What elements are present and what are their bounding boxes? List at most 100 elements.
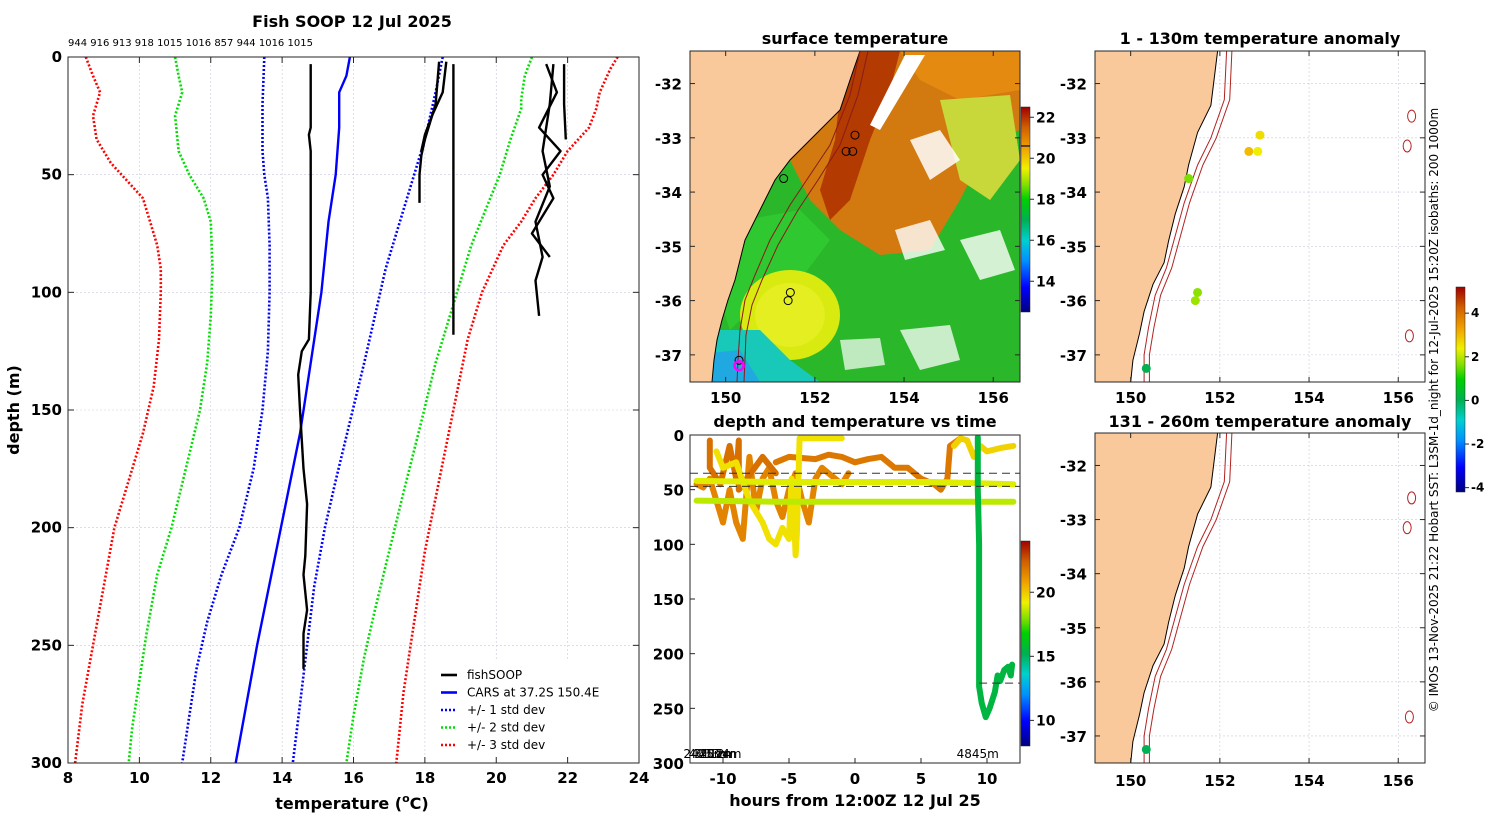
station-marker: [783, 296, 793, 306]
colorbar-tick-label: 18: [1036, 192, 1055, 208]
anomaly-shallow-map: [1095, 51, 1425, 382]
profile-title: Fish SOOP 12 Jul 2025: [252, 12, 452, 31]
x-tick-label: 18: [414, 769, 435, 787]
x-tick-label: 152: [799, 389, 830, 407]
y-tick-label: -37: [655, 347, 682, 365]
legend-label: +/- 2 std dev: [467, 721, 545, 735]
x-tick-label: 0: [850, 770, 860, 788]
y-tick-label: 150: [31, 401, 62, 419]
anomaly-point: [1141, 744, 1151, 754]
anomaly-point: [1255, 130, 1265, 140]
x-tick-label: 154: [888, 389, 919, 407]
profile-legend: fishSOOP CARS at 37.2S 150.4E +/- 1 std de…: [433, 660, 631, 756]
series-line--1-std: [180, 57, 271, 763]
y-tick-label: -34: [1060, 566, 1087, 584]
sst-colorbar: [1020, 106, 1031, 313]
anomaly-deep-ticks: -32 -33 -34 -35 -36 -37 150 152 154 156: [1060, 433, 1425, 790]
y-tick-label: 100: [31, 283, 62, 301]
credit-text: © IMOS 13-Nov-2025 21:22 Hobart SST: L3S…: [1427, 108, 1441, 712]
x-tick-label: 5: [916, 770, 926, 788]
y-tick-label: 0: [52, 48, 62, 66]
track-line: [974, 435, 1016, 721]
y-tick-label: -36: [1060, 293, 1087, 311]
y-tick-label: 200: [653, 646, 684, 664]
y-tick-label: -33: [1060, 512, 1087, 530]
x-tick-label: 156: [978, 389, 1009, 407]
anomaly-shallow-title: 1 - 130m temperature anomaly: [1120, 29, 1401, 48]
track-line: [713, 435, 845, 559]
y-tick-label: -33: [655, 130, 682, 148]
track-line: [693, 497, 1017, 505]
colorbar-tick-label: 20: [1036, 151, 1056, 167]
isobath-line: [1143, 51, 1228, 382]
anomaly-point: [1184, 174, 1194, 184]
depth-time-colorbar-ticks: 10 15 20: [1030, 585, 1056, 729]
y-tick-label: -35: [1060, 620, 1087, 638]
colorbar-tick-label: 20: [1036, 585, 1056, 601]
sst-stations: [733, 130, 860, 372]
depth-time-panel: depth and temperature vs time -10 -5 0 5 100…: [653, 412, 1056, 810]
colorbar-tick-label: 4: [1471, 306, 1479, 320]
anomaly-deep-axes-box: [1094, 432, 1426, 764]
anomaly-deep-panel: 131 - 260m temperature anomaly -32 -33 -34…: [1060, 412, 1426, 790]
y-tick-label: 250: [31, 636, 62, 654]
y-tick-label: -34: [1060, 184, 1087, 202]
bottom-depth-label: 4845m: [957, 747, 999, 761]
anomaly-shallow-ticks: 150 152 154 156 -32 -33 -34 -35 -36 -37: [1060, 51, 1425, 407]
series-line-fishsoop-e: [534, 63, 555, 317]
legend-label: +/- 3 std dev: [467, 738, 545, 752]
y-tick-label: -37: [1060, 347, 1087, 365]
colorbar-tick-label: 22: [1036, 110, 1055, 126]
track-line: [951, 435, 1017, 460]
series-line-fishsoop-a: [297, 64, 312, 669]
isobath-line: [1143, 433, 1228, 763]
x-tick-label: -10: [709, 770, 736, 788]
profile-ylabel: depth (m): [4, 365, 23, 455]
sst-map-field: [690, 51, 1020, 382]
y-tick-label: 300: [31, 754, 62, 772]
x-tick-label: 156: [1383, 389, 1414, 407]
legend-label: CARS at 37.2S 150.4E: [467, 686, 599, 700]
x-tick-label: 150: [710, 389, 741, 407]
depth-time-ticks: -10 -5 0 5 100501001502002503002445m4033m311…: [653, 427, 999, 788]
station-marker: [850, 130, 860, 140]
anomaly-shallow-panel: 1 - 130m temperature anomaly 150 152 154 15…: [1060, 29, 1426, 407]
seamount-contour: [1404, 710, 1414, 724]
y-tick-label: 50: [41, 166, 62, 184]
legend-label: fishSOOP: [467, 668, 522, 682]
x-tick-label: -5: [781, 770, 798, 788]
anomaly-point: [1193, 287, 1203, 297]
track-line: [693, 477, 1017, 488]
station-marker: [848, 146, 858, 156]
depth-time-colorbar: [1020, 540, 1031, 747]
y-tick-label: -32: [1060, 76, 1087, 94]
colorbar-tick-label: 10: [1036, 713, 1056, 729]
seamount-contour: [1402, 521, 1412, 535]
sst-map-panel: surface temperature: [655, 29, 1056, 407]
depth-time-title: depth and temperature vs time: [713, 412, 996, 431]
colorbar-tick-label: 14: [1036, 274, 1056, 290]
profile-ticks: 8 10 12 14 16 18 20 22 24 0 50 100 150 200 250 300: [31, 48, 650, 787]
x-tick-label: 156: [1383, 772, 1414, 790]
x-tick-label: 152: [1204, 772, 1235, 790]
land: [1095, 51, 1219, 382]
x-tick-label: 152: [1204, 389, 1235, 407]
depth-time-tracks: [690, 435, 1020, 721]
station-marker: [841, 146, 851, 156]
series-line--1-std: [291, 57, 444, 763]
colorbar-tick-label: -2: [1471, 437, 1484, 451]
bottom-depth-label: 2874m: [699, 747, 741, 761]
y-tick-label: 200: [31, 519, 62, 537]
seamount-contour: [1402, 139, 1412, 153]
x-tick-label: 154: [1293, 389, 1324, 407]
x-tick-label: 22: [557, 769, 578, 787]
bottom-depth-label: 2445m: [683, 747, 725, 761]
anomaly-deep-title: 131 - 260m temperature anomaly: [1109, 412, 1412, 431]
anomaly-point: [1253, 146, 1263, 156]
anomaly-point: [1190, 296, 1200, 306]
sst-colorbar-ticks: 14 16 18 20 22: [1021, 110, 1056, 290]
sst-map-ticks: 150 152 154 156 -32 -33 -34 -35 -36 -37: [655, 51, 1020, 407]
x-tick-label: 10: [129, 769, 150, 787]
x-tick-label: 20: [486, 769, 507, 787]
